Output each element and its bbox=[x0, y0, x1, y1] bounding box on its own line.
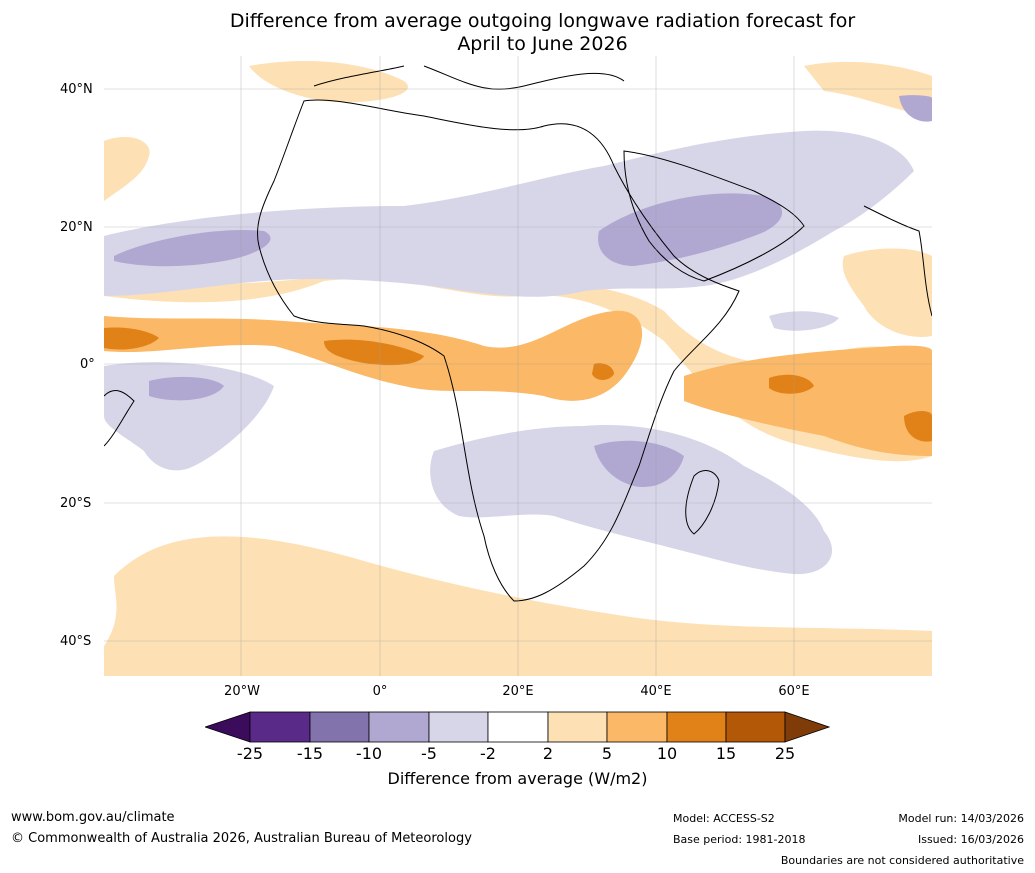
mozambique-purple bbox=[594, 440, 684, 487]
footer-issued: Issued: 16/03/2026 bbox=[917, 833, 1024, 846]
caspian-purple bbox=[899, 95, 932, 122]
sahel-arabia-purple bbox=[104, 130, 914, 297]
colorbar-segment-6 bbox=[547, 711, 608, 743]
africa-coastline bbox=[256, 99, 740, 602]
colorbar-tick: -25 bbox=[236, 744, 264, 763]
colorbar-segment-3 bbox=[368, 711, 430, 743]
lon-label-40e: 40°E bbox=[640, 684, 672, 699]
colorbar-tick: 25 bbox=[774, 744, 796, 763]
southern-africa-purple bbox=[430, 425, 833, 575]
graticule bbox=[104, 56, 932, 676]
colorbar-tick: -15 bbox=[296, 744, 324, 763]
footer-model-run: Model run: 14/03/2026 bbox=[898, 812, 1024, 825]
lon-label-20w: 20°W bbox=[224, 684, 260, 699]
lat-label-40n: 40°N bbox=[60, 82, 93, 97]
colorbar-segment-4 bbox=[428, 711, 489, 743]
colorbar-segment-8 bbox=[666, 711, 727, 743]
anomaly-minus5-to-minus2 bbox=[104, 130, 914, 575]
anomaly-map bbox=[104, 56, 932, 676]
footer-boundaries: Boundaries are not considered authoritat… bbox=[780, 854, 1024, 867]
south-atlantic-purple bbox=[104, 362, 274, 471]
atlantic-purple-band bbox=[114, 230, 271, 267]
lake-victoria-dark-orange bbox=[592, 363, 614, 380]
title-line-2: April to June 2026 bbox=[457, 33, 628, 55]
footer-url[interactable]: www.bom.gov.au/climate bbox=[11, 810, 175, 825]
lon-label-60e: 60°E bbox=[778, 684, 810, 699]
south-america-coastline bbox=[104, 390, 135, 447]
lat-label-20n: 20°N bbox=[60, 220, 93, 235]
colorbar-segment-2 bbox=[309, 711, 370, 743]
colorbar-tick: 5 bbox=[601, 744, 613, 763]
gulf-dark-orange bbox=[324, 339, 424, 366]
colorbar-segment-9 bbox=[725, 711, 786, 743]
colorbar-segment-7 bbox=[606, 711, 668, 743]
indian-ocean-orange bbox=[684, 345, 932, 456]
coastlines bbox=[104, 65, 932, 602]
europe-coastline bbox=[313, 65, 625, 90]
colorbar-tick: 15 bbox=[715, 744, 737, 763]
colorbar-segment-5 bbox=[487, 711, 549, 743]
india-coastline bbox=[863, 205, 932, 317]
lon-label-20e: 20°E bbox=[502, 684, 534, 699]
title-line-1: Difference from average outgoing longwav… bbox=[229, 10, 856, 32]
arabia-purple bbox=[598, 193, 783, 266]
colorbar-left-arrow bbox=[205, 711, 251, 743]
east-indian-ocean-purple bbox=[769, 311, 839, 331]
lon-label-0: 0° bbox=[372, 684, 388, 699]
footer-copyright: © Commonwealth of Australia 2026, Austra… bbox=[11, 831, 472, 846]
colorbar-tick: 10 bbox=[656, 744, 678, 763]
east-indian-ocean-dark-orange bbox=[904, 411, 932, 442]
colorbar-tick: -10 bbox=[355, 744, 383, 763]
south-atlantic-medium-purple bbox=[149, 376, 224, 401]
arabian-sea-patch bbox=[842, 248, 932, 337]
indian-ocean-dark-orange bbox=[769, 374, 814, 394]
colorbar-tick: -5 bbox=[421, 744, 437, 763]
colorbar-segment-1 bbox=[249, 711, 311, 743]
colorbar-tick: -2 bbox=[480, 744, 496, 763]
lat-label-40s: 40°S bbox=[60, 634, 92, 649]
anomaly-minus10-to-minus5 bbox=[114, 95, 932, 487]
lat-label-20s: 20°S bbox=[60, 496, 92, 511]
madagascar-coastline bbox=[685, 470, 720, 535]
west-atlantic-patch bbox=[104, 136, 150, 201]
colorbar-tick: 2 bbox=[542, 744, 554, 763]
colorbar-right-arrow bbox=[784, 711, 830, 743]
anomaly-10-to-15 bbox=[104, 327, 932, 442]
lat-label-0: 0° bbox=[80, 357, 95, 372]
atlantic-dark-orange bbox=[104, 327, 159, 350]
map-title: Difference from average outgoing longwav… bbox=[0, 10, 1035, 56]
footer-base-period: Base period: 1981-2018 bbox=[673, 833, 806, 846]
colorbar-title: Difference from average (W/m2) bbox=[387, 769, 648, 788]
footer-model: Model: ACCESS-S2 bbox=[673, 812, 775, 825]
colorbar bbox=[205, 711, 830, 743]
arabia-coastline bbox=[623, 150, 805, 282]
